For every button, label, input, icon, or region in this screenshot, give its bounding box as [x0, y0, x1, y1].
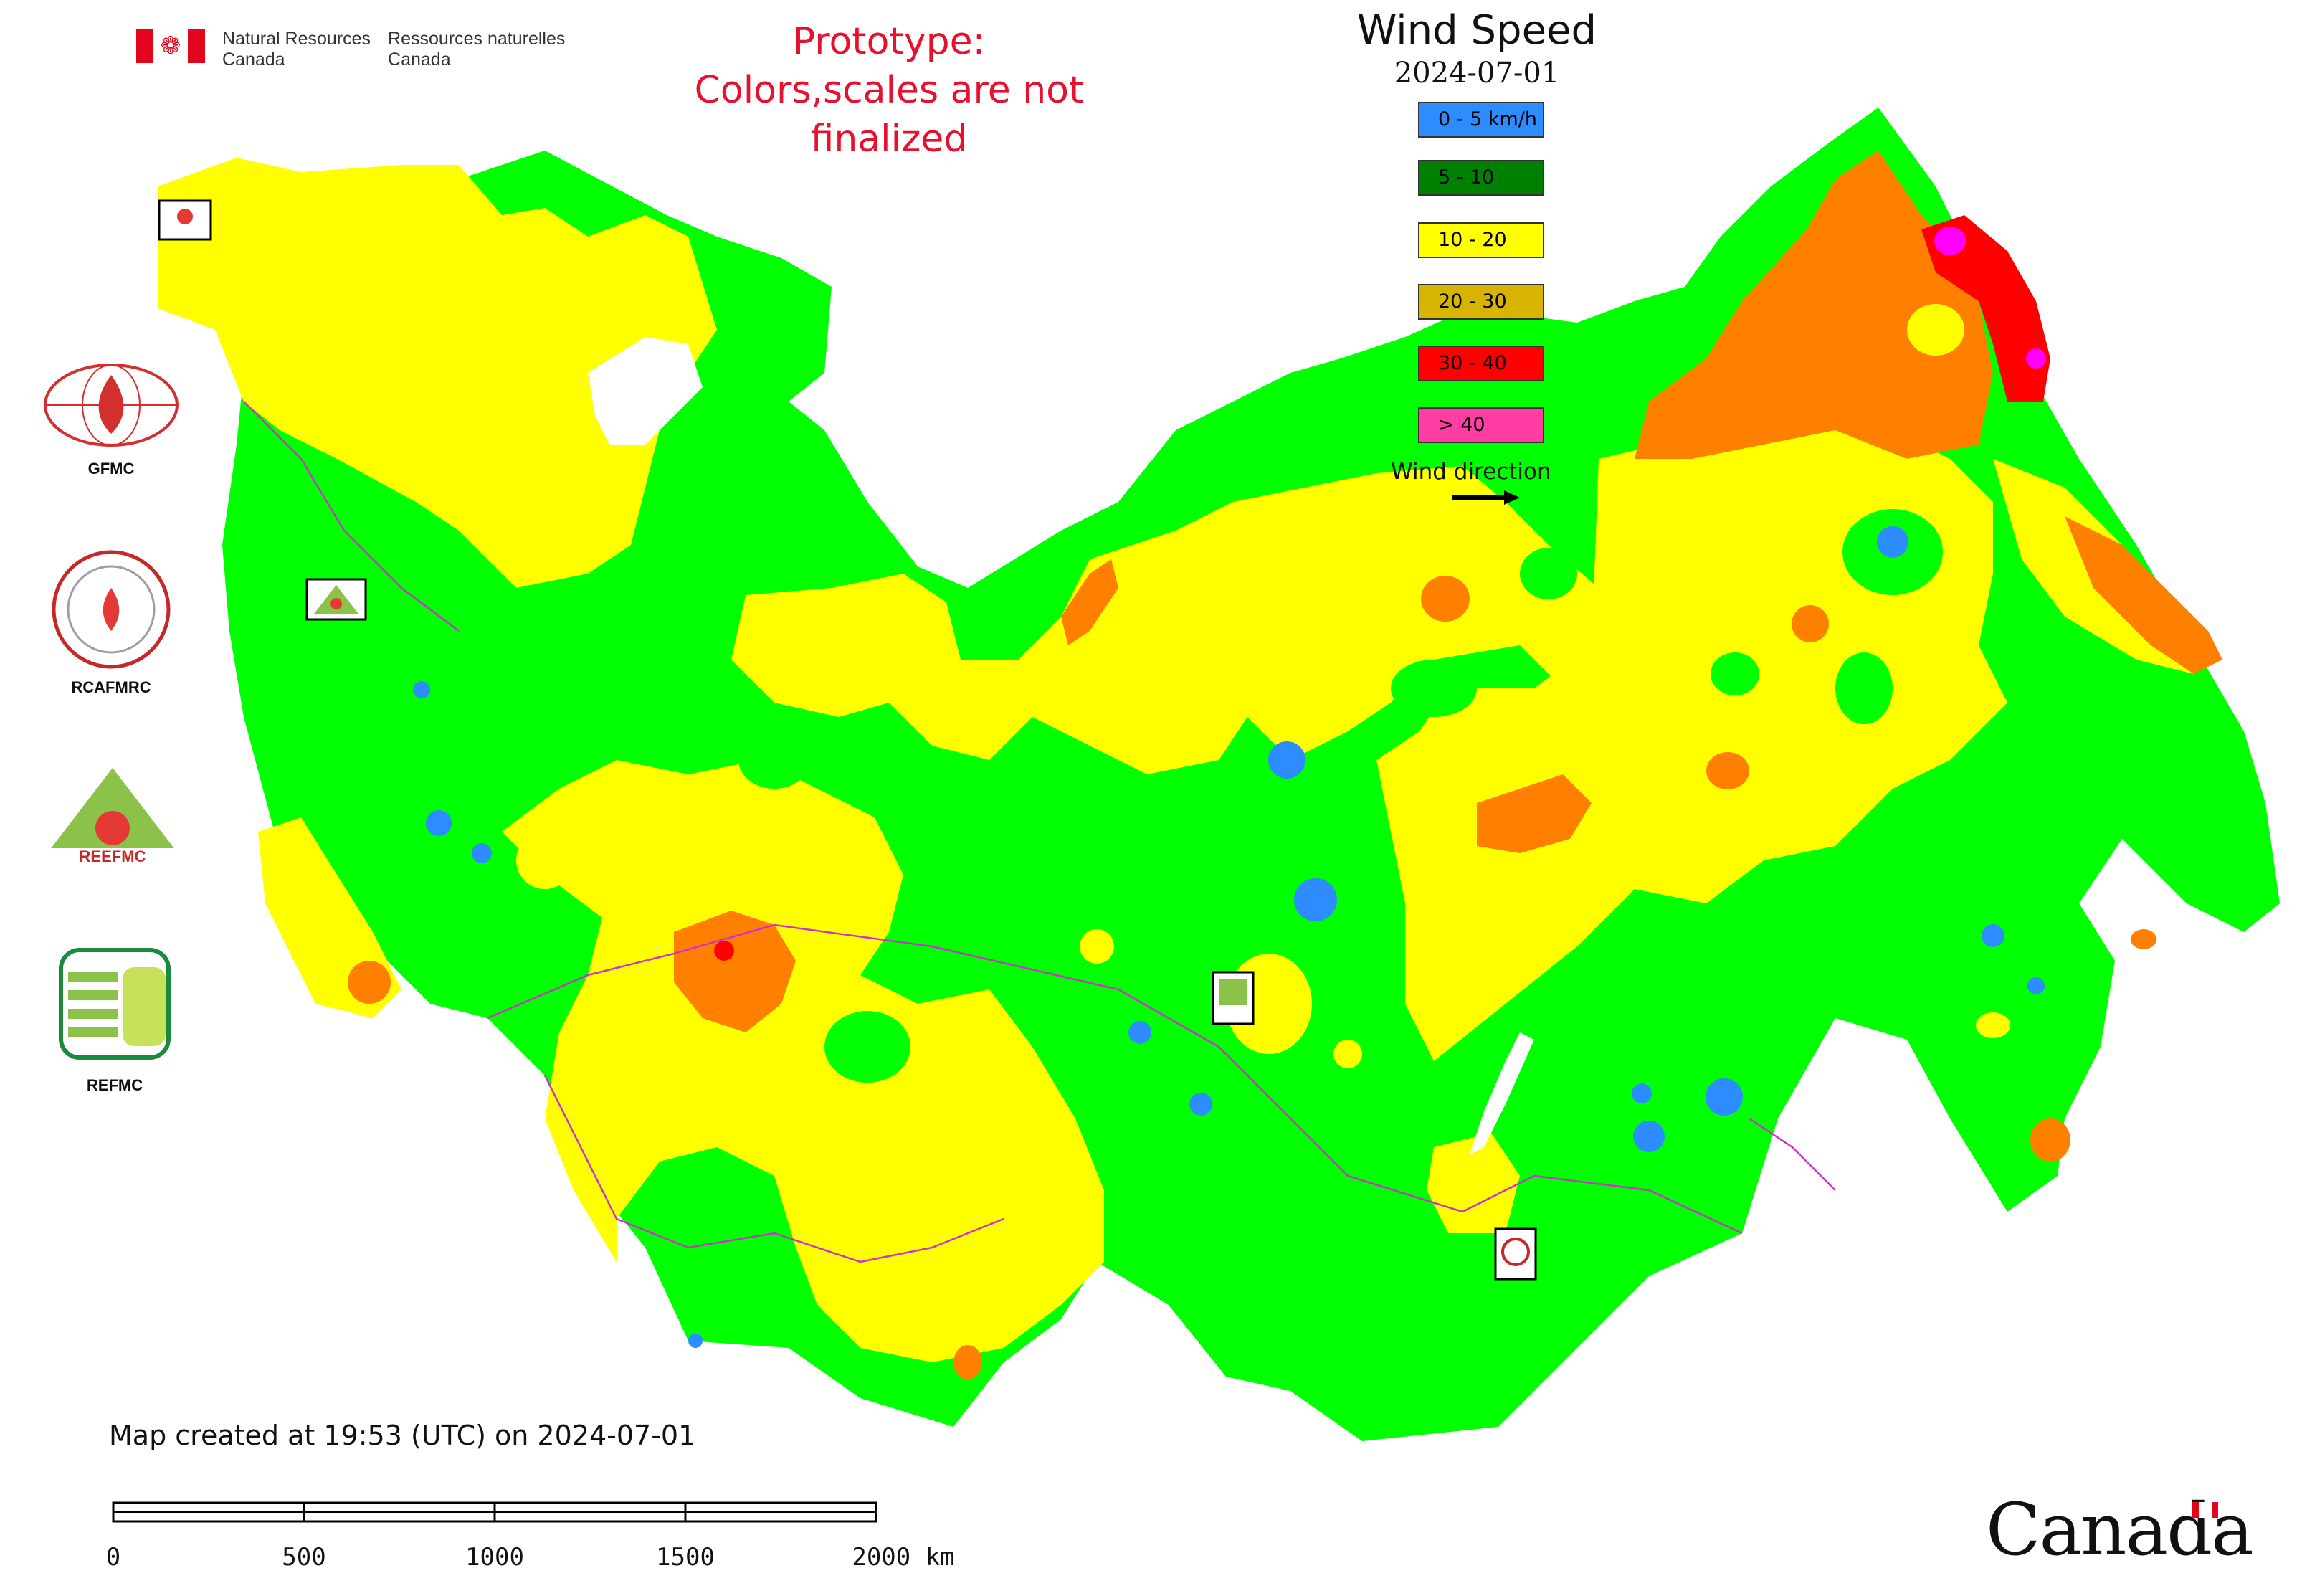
green-patch-1: [1391, 660, 1477, 717]
blue-spot-14: [688, 1334, 703, 1348]
blue-spot-7: [1128, 1021, 1151, 1044]
scale-label-0: 0: [105, 1543, 121, 1572]
orange-spot-4: [348, 961, 391, 1004]
blue-spot-3: [1294, 878, 1337, 921]
scale-label-1000: 1000: [465, 1543, 524, 1572]
wind-direction-arrow: [1452, 490, 1520, 505]
orange-spot-7: [2030, 1118, 2070, 1162]
legend-class-0: 0 - 5 km/h: [1418, 102, 1544, 138]
marker-rcafmrc: [1494, 1227, 1537, 1281]
white-sea: [588, 337, 703, 445]
nrcan-signature: ❁ Natural Resources Canada Ressources na…: [136, 29, 565, 70]
legend-class-4: 30 - 40: [1418, 346, 1544, 381]
gfmc-emblem-icon: [44, 364, 179, 447]
reefmc-emblem-icon: REEFMC: [44, 768, 181, 865]
marker-gfmc: [158, 199, 212, 241]
caspian-sea: [437, 1018, 502, 1190]
yellow-spot-6: [1976, 1012, 2010, 1038]
legend-date: 2024-07-01: [1394, 57, 1560, 90]
orange-spot-1: [1421, 576, 1470, 622]
blue-spot-12: [1982, 924, 2004, 947]
green-patch-7: [738, 731, 810, 789]
scale-bar-graphic: [112, 1501, 877, 1523]
logo-rcafmrc: RCAFMRC: [47, 545, 176, 697]
blue-spot-9: [1706, 1078, 1743, 1116]
map-created-text: Map created at 19:53 (UTC) on 2024-07-01: [109, 1420, 696, 1451]
legend-title: Wind Speed: [1356, 7, 1597, 54]
red-region-chukotka: [1921, 215, 2050, 402]
legend: Wind Speed 2024-07-01: [1276, 7, 1678, 90]
scale-label-1500: 1500: [656, 1543, 715, 1572]
orange-region-novaya-zemlya: [1061, 559, 1118, 645]
yellow-spot-1: [1907, 304, 1964, 356]
green-patch-6: [824, 1011, 910, 1083]
orange-region-kazakh-center: [674, 911, 796, 1032]
lake-baikal: [1470, 1032, 1534, 1154]
orange-spot-5: [953, 1345, 982, 1379]
blue-spot-1: [1877, 526, 1908, 558]
orange-region-northeast: [1635, 151, 1993, 459]
legend-class-2: 10 - 20: [1418, 222, 1544, 258]
magenta-spot-2: [2026, 348, 2046, 369]
orange-spot-2: [1792, 605, 1829, 642]
blue-spot-11: [1632, 1083, 1652, 1103]
legend-class-5: > 40: [1418, 407, 1544, 443]
blue-spot-8: [1189, 1093, 1212, 1116]
legend-class-3: 20 - 30: [1418, 284, 1544, 320]
green-patch-2: [1711, 652, 1759, 695]
marker-reefmc: [305, 578, 367, 621]
red-spot-kazakh: [714, 941, 734, 961]
dept-name-fr: Ressources naturelles Canada: [388, 29, 566, 70]
blue-spot-6: [413, 681, 430, 698]
logo-reefmc: REEFMC: [37, 764, 188, 875]
logo-refmc: REFMC: [54, 943, 176, 1095]
yellow-region-north-center: [731, 466, 1620, 774]
yellow-spot-3: [1080, 929, 1114, 964]
legend-class-1: 5 - 10: [1418, 160, 1544, 196]
canada-wordmark: Canada: [1986, 1488, 2254, 1572]
green-patch-5: [1520, 548, 1577, 599]
logo-gfmc: GFMC: [39, 362, 183, 478]
yellow-spot-4: [516, 832, 574, 889]
blue-spot-2: [1268, 741, 1305, 779]
orange-region-kamchatka: [2065, 516, 2222, 674]
scale-label-500: 500: [282, 1543, 326, 1572]
orange-region-east-siberia: [1477, 774, 1592, 853]
blue-spot-13: [2027, 977, 2045, 994]
orange-spot-3: [1706, 752, 1749, 789]
green-patch-4: [1835, 652, 1893, 724]
yellow-spot-5: [1333, 1040, 1362, 1068]
wordmark-flag-icon: [2192, 1502, 2218, 1518]
dept-name-en: Natural Resources Canada: [222, 29, 371, 70]
marker-refmc: [1212, 971, 1255, 1025]
svg-text:REEFMC: REEFMC: [80, 847, 146, 865]
blue-spot-5: [472, 843, 492, 863]
prototype-notice: Prototype: Colors,scales are not finaliz…: [694, 20, 1084, 161]
canada-flag-icon: ❁: [136, 29, 205, 63]
boundary-lines: [243, 401, 1836, 1263]
blue-spot-10: [1633, 1121, 1665, 1152]
wind-direction-label: Wind direction: [1391, 459, 1551, 485]
magenta-spot-1: [1934, 227, 1966, 255]
yellow-region-kazakh: [502, 760, 1104, 1362]
rcafmrc-emblem-icon: [52, 550, 171, 669]
refmc-emblem-icon: [59, 948, 171, 1060]
blue-spot-4: [426, 810, 452, 836]
scale-bar: 0 500 1000 1500 2000 km: [105, 1498, 955, 1577]
yellow-region-northwest: [158, 158, 717, 588]
scale-label-2000: 2000 km: [852, 1543, 955, 1572]
orange-spot-6: [2131, 929, 2156, 949]
